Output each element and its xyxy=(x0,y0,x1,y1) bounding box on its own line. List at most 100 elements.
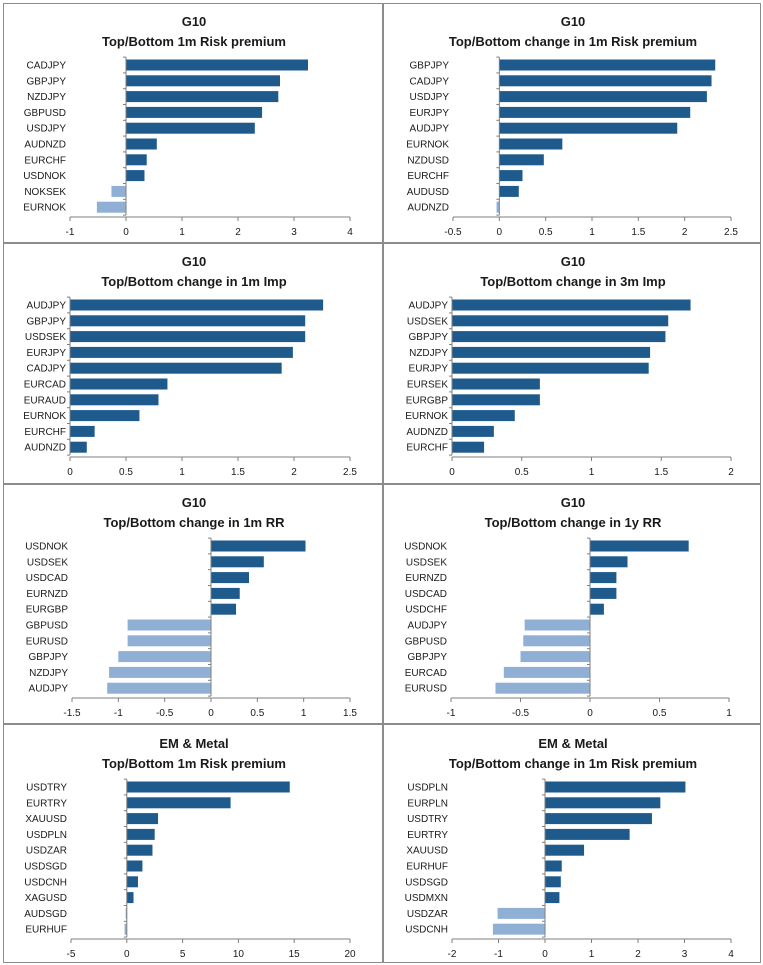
x-tick-label: 2.5 xyxy=(724,227,738,238)
bar-audnzd xyxy=(126,138,157,150)
category-label: USDJPY xyxy=(410,92,450,103)
chart-title: G10 xyxy=(561,14,586,29)
category-label: AUDJPY xyxy=(27,301,67,312)
bar-usdsek xyxy=(211,556,264,568)
bar-audnzd xyxy=(452,425,494,437)
category-label: USDCAD xyxy=(405,589,447,600)
bar-noksek xyxy=(111,185,126,197)
category-label: EURHUF xyxy=(406,862,448,873)
bar-eurjpy xyxy=(70,346,293,358)
category-label: AUDJPY xyxy=(408,621,448,632)
chart-panel-g10-1m-risk-premium: G10 Top/Bottom 1m Risk premium CADJPY GBPJP… xyxy=(3,3,383,243)
bar-usdzar xyxy=(497,907,545,919)
bar-usdmxn xyxy=(545,892,560,904)
x-tick-label: -1 xyxy=(494,949,503,960)
category-label: GBPUSD xyxy=(24,108,66,119)
bar-eurgbp xyxy=(452,394,540,406)
category-label: EURCHF xyxy=(24,427,66,438)
bar-gbpusd xyxy=(523,635,590,647)
category-label: AUDSGD xyxy=(24,909,67,920)
x-tick-label: 2 xyxy=(235,227,241,238)
category-label: CADJPY xyxy=(27,61,67,72)
category-label: XAUUSD xyxy=(406,846,448,857)
bar-usdnok xyxy=(126,170,145,182)
bar-usdpln xyxy=(545,781,686,793)
x-tick-label: 2 xyxy=(635,949,641,960)
bar-eurpln xyxy=(545,797,661,809)
bar-nzdjpy xyxy=(109,666,211,678)
x-tick-label: 0.5 xyxy=(250,708,264,719)
category-label: NZDJPY xyxy=(27,92,66,103)
bar-eurtry xyxy=(126,797,231,809)
category-label: EURNZD xyxy=(405,573,447,584)
bar-usdcnh xyxy=(126,876,138,888)
x-tick-label: -0.5 xyxy=(512,708,530,719)
bar-cadjpy xyxy=(70,362,282,374)
bar-eurnzd xyxy=(590,572,617,584)
chart-title: G10 xyxy=(182,254,207,269)
category-label: GBPJPY xyxy=(410,61,450,72)
category-label: USDTRY xyxy=(26,783,67,794)
category-label: GBPJPY xyxy=(27,76,67,87)
bar-eurusd xyxy=(127,635,211,647)
category-label: USDCAD xyxy=(26,573,68,584)
x-tick-label: 15 xyxy=(289,949,301,960)
category-label: GBPJPY xyxy=(29,652,69,663)
x-tick-label: 1 xyxy=(726,708,732,719)
chart-title: G10 xyxy=(561,254,586,269)
bar-cadjpy xyxy=(499,75,712,87)
bar-nzdusd xyxy=(499,154,544,166)
x-tick-label: 1 xyxy=(589,949,595,960)
x-tick-label: -5 xyxy=(67,949,76,960)
category-label: EURTRY xyxy=(26,798,67,809)
x-tick-label: 0 xyxy=(208,708,214,719)
category-label: USDNOK xyxy=(25,542,68,553)
category-label: USDSGD xyxy=(24,862,67,873)
category-label: EURUSD xyxy=(26,636,68,647)
bar-eurnok xyxy=(70,410,140,422)
x-tick-label: 1.5 xyxy=(631,227,645,238)
bar-usdcad xyxy=(590,587,617,599)
x-tick-label: -1.5 xyxy=(63,708,81,719)
chart-subtitle: Top/Bottom change in 1y RR xyxy=(485,515,662,530)
bar-usdnok xyxy=(211,540,306,552)
x-tick-label: 1 xyxy=(589,227,595,238)
category-label: USDCNH xyxy=(24,877,67,888)
bar-xauusd xyxy=(126,813,159,825)
bar-eurchf xyxy=(70,425,95,437)
category-label: EURSEK xyxy=(407,380,448,391)
category-label: GBPUSD xyxy=(26,621,68,632)
bar-audjpy xyxy=(70,299,324,311)
x-tick-label: -1 xyxy=(447,708,456,719)
category-label: USDSEK xyxy=(25,332,66,343)
bar-usdsek xyxy=(70,331,306,343)
x-tick-label: 0 xyxy=(123,227,129,238)
chart-svg: G10 Top/Bottom change in 1y RR USDNOK USDSE… xyxy=(404,495,732,719)
bar-usdcad xyxy=(211,572,249,584)
bar-eurnok xyxy=(96,201,126,213)
chart-subtitle: Top/Bottom change in 3m Imp xyxy=(480,274,665,289)
bar-xagusd xyxy=(126,892,134,904)
bar-eurtry xyxy=(545,828,630,840)
x-tick-label: 1 xyxy=(301,708,307,719)
bar-usdpln xyxy=(126,828,155,840)
bar-gbpjpy xyxy=(70,315,306,327)
category-label: USDMXN xyxy=(405,893,448,904)
x-tick-label: -1 xyxy=(114,708,123,719)
category-label: USDZAR xyxy=(26,846,67,857)
category-label: EURNOK xyxy=(23,411,66,422)
category-label: EURJPY xyxy=(27,348,67,359)
bar-audjpy xyxy=(452,299,691,311)
bar-audnzd xyxy=(70,441,87,453)
category-label: EURJPY xyxy=(409,364,449,375)
category-label: EURTRY xyxy=(407,830,448,841)
category-label: EURCAD xyxy=(405,668,447,679)
bar-cadjpy xyxy=(126,59,308,71)
x-tick-label: 0 xyxy=(67,467,73,478)
category-label: USDNOK xyxy=(23,171,66,182)
category-label: XAUUSD xyxy=(25,814,67,825)
category-label: EURGBP xyxy=(406,395,449,406)
bar-audjpy xyxy=(524,619,590,631)
x-tick-label: 0.5 xyxy=(119,467,133,478)
chart-subtitle: Top/Bottom 1m Risk premium xyxy=(102,34,286,49)
